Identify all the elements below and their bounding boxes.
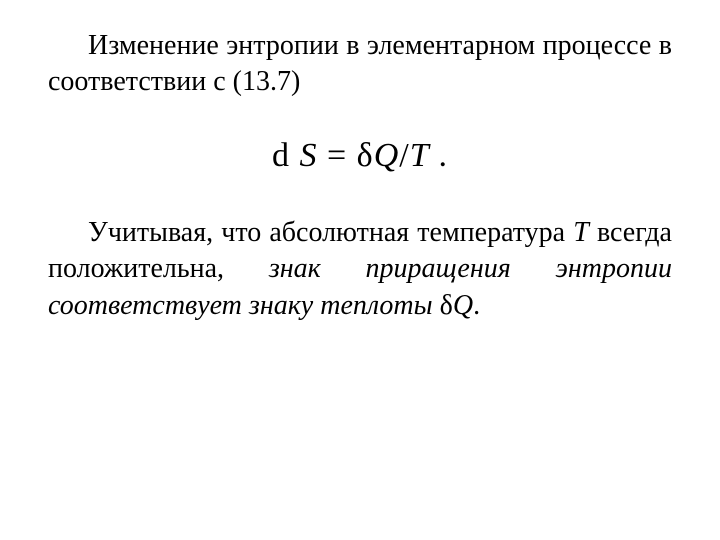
- eq-T: T: [410, 137, 429, 174]
- paragraph-1: Изменение энтропии в элементарном процес…: [48, 28, 672, 101]
- p2-T-variable: T: [573, 217, 589, 248]
- eq-d: d: [272, 137, 290, 174]
- paragraph-2: Учитывая, что абсолютная температура T в…: [48, 215, 672, 324]
- equation-entropy-change: d S = δQ/T .: [48, 137, 672, 175]
- p2-deltaQ-delta: δ: [440, 290, 453, 321]
- eq-slash: /: [399, 137, 409, 174]
- eq-dot: .: [439, 137, 449, 174]
- eq-Q: Q: [374, 137, 400, 174]
- eq-space2: [429, 137, 439, 174]
- p2-tail: .: [473, 290, 480, 321]
- p2-deltaQ-Q: Q: [453, 290, 473, 321]
- eq-equals: =: [317, 137, 356, 174]
- p2-lead: Учитывая, что абсолютная температура: [88, 217, 573, 248]
- eq-delta: δ: [357, 137, 374, 174]
- eq-S: S: [299, 137, 317, 174]
